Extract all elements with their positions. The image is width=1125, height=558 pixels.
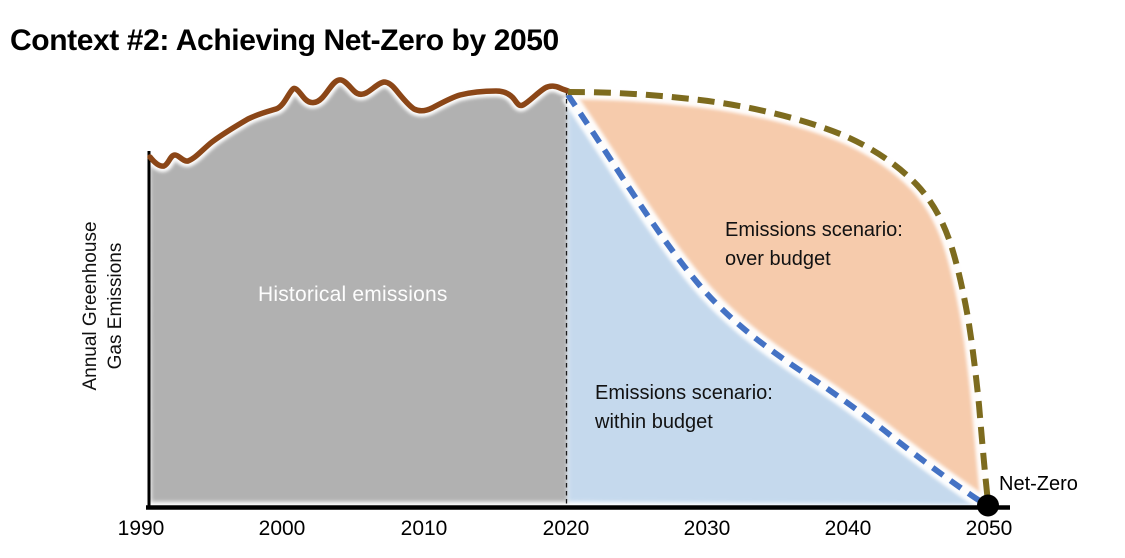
x-tick-2040: 2040 [824,517,872,540]
over-budget-label-line1: Emissions scenario: [725,219,903,241]
within-budget-area [568,95,988,505]
x-tick-2000: 2000 [258,517,306,540]
x-tick-1990: 1990 [117,517,165,540]
within-budget-line [565,93,990,508]
x-tick-2050: 2050 [965,517,1013,540]
x-tick-2010: 2010 [400,517,448,540]
within-budget-label-line1: Emissions scenario: [595,382,773,404]
y-axis-title-line2: Gas Emissions [105,242,126,370]
x-tick-2030: 2030 [683,517,731,540]
y-axis-title: Annual Greenhouse Gas Emissions [78,221,128,390]
historical-area [150,79,568,502]
over-budget-area [568,92,988,503]
net-zero-label: Net-Zero [999,473,1078,495]
over-budget-line [567,89,991,503]
historical-area-label: Historical emissions [258,283,448,306]
over-budget-label-line2: over budget [725,248,831,270]
page-title: Context #2: Achieving Net-Zero by 2050 [10,24,559,58]
within-budget-label-line2: within budget [595,411,713,433]
historical-line [147,77,571,169]
x-tick-2020: 2020 [542,517,590,540]
over-budget-label: Emissions scenario: over budget [725,216,903,274]
net-zero-dot [977,494,999,517]
within-budget-label: Emissions scenario: within budget [595,379,773,437]
y-axis-title-line1: Annual Greenhouse [80,221,101,391]
